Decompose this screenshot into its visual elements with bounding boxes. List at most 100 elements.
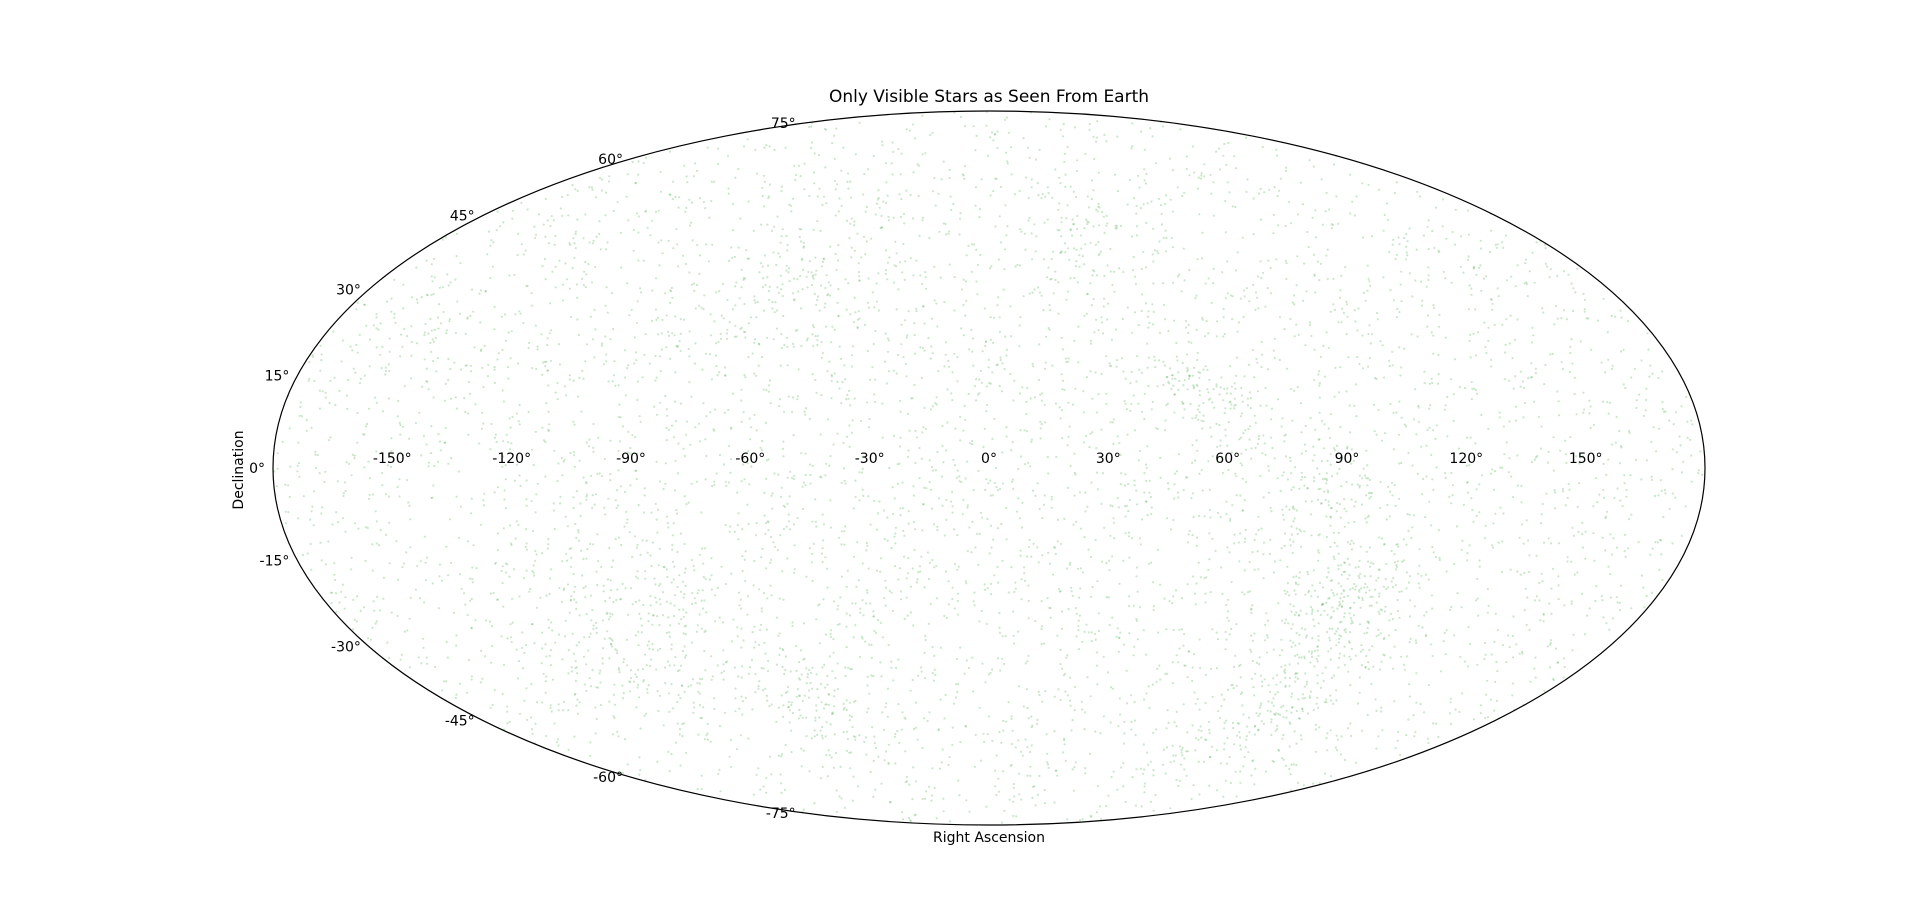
star-point xyxy=(1505,441,1508,444)
star-point xyxy=(1293,303,1296,306)
star-point xyxy=(1338,458,1341,461)
star-point xyxy=(904,319,907,322)
star-point xyxy=(1375,433,1378,436)
star-point xyxy=(735,335,738,338)
star-point xyxy=(1075,520,1078,523)
star-point xyxy=(673,489,677,492)
star-point xyxy=(452,611,456,615)
star-point xyxy=(676,670,680,673)
star-point xyxy=(720,337,723,340)
star-point xyxy=(958,480,961,483)
star-point xyxy=(368,365,371,368)
star-point xyxy=(1186,750,1189,753)
star-point xyxy=(1441,225,1444,228)
star-point xyxy=(1045,276,1049,279)
star-point xyxy=(408,504,411,507)
star-point xyxy=(1607,458,1610,461)
star-point xyxy=(1423,382,1426,385)
star-point xyxy=(1381,537,1384,540)
star-point xyxy=(1056,634,1059,637)
star-point xyxy=(1468,544,1471,547)
star-point xyxy=(1502,512,1505,515)
star-point xyxy=(1010,763,1013,767)
star-point xyxy=(1257,307,1260,310)
star-point xyxy=(802,481,805,484)
star-point xyxy=(964,477,967,480)
star-point xyxy=(1023,232,1026,235)
star-point xyxy=(481,677,484,680)
star-point xyxy=(1248,590,1252,593)
star-point xyxy=(946,421,949,424)
star-point xyxy=(838,387,841,390)
star-point xyxy=(324,391,327,394)
star-point xyxy=(530,500,533,503)
star-point xyxy=(1036,482,1039,485)
star-point xyxy=(604,304,607,307)
star-point xyxy=(509,357,512,360)
star-point xyxy=(1010,335,1013,338)
star-point xyxy=(821,666,824,669)
star-point xyxy=(764,532,767,536)
star-point xyxy=(1084,491,1087,494)
star-point xyxy=(1528,628,1531,631)
star-point xyxy=(347,462,351,465)
star-point xyxy=(1561,367,1565,371)
star-point xyxy=(1657,494,1660,497)
star-point xyxy=(1305,612,1308,615)
star-point xyxy=(1011,729,1014,732)
star-point xyxy=(1353,404,1356,407)
star-point xyxy=(1626,319,1630,323)
star-point xyxy=(1484,716,1487,720)
star-point xyxy=(490,625,494,628)
star-point xyxy=(501,389,504,392)
star-point xyxy=(670,753,673,756)
star-point xyxy=(1313,253,1316,256)
star-point xyxy=(443,441,446,444)
star-point xyxy=(1570,338,1573,341)
star-point xyxy=(329,591,332,594)
star-point xyxy=(842,146,845,149)
star-point xyxy=(489,276,492,280)
star-point xyxy=(792,197,795,200)
star-point xyxy=(862,494,865,497)
star-point xyxy=(660,190,663,193)
star-point xyxy=(1258,663,1261,666)
star-point xyxy=(1343,507,1346,510)
star-point xyxy=(314,466,318,469)
star-point xyxy=(504,478,507,481)
star-point xyxy=(1501,540,1504,543)
star-point xyxy=(508,274,511,277)
star-point xyxy=(1106,222,1109,225)
star-point xyxy=(1194,702,1197,705)
star-point xyxy=(416,298,419,301)
star-point xyxy=(740,286,743,289)
star-point xyxy=(399,658,402,661)
star-point xyxy=(890,666,893,669)
star-point xyxy=(1549,643,1552,647)
star-point xyxy=(1000,241,1003,244)
star-point xyxy=(1134,804,1137,807)
star-point xyxy=(1319,613,1322,617)
star-point xyxy=(311,505,314,508)
star-point xyxy=(1150,408,1153,411)
star-point xyxy=(1256,361,1259,364)
star-point xyxy=(1563,604,1566,607)
star-point xyxy=(1398,346,1401,349)
star-point xyxy=(410,296,413,299)
star-point xyxy=(1379,481,1382,484)
star-point xyxy=(1129,409,1132,412)
star-point xyxy=(1352,459,1355,462)
star-point xyxy=(642,162,645,165)
star-point xyxy=(1049,309,1052,312)
star-point xyxy=(1119,631,1122,634)
star-point xyxy=(1668,419,1671,422)
star-point xyxy=(1005,720,1008,723)
star-point xyxy=(899,410,902,413)
star-point xyxy=(479,289,482,292)
star-point xyxy=(683,495,686,498)
star-point xyxy=(1183,664,1186,667)
star-point xyxy=(651,289,654,292)
star-point xyxy=(811,333,814,336)
star-point xyxy=(493,366,496,369)
star-point xyxy=(1546,645,1549,648)
